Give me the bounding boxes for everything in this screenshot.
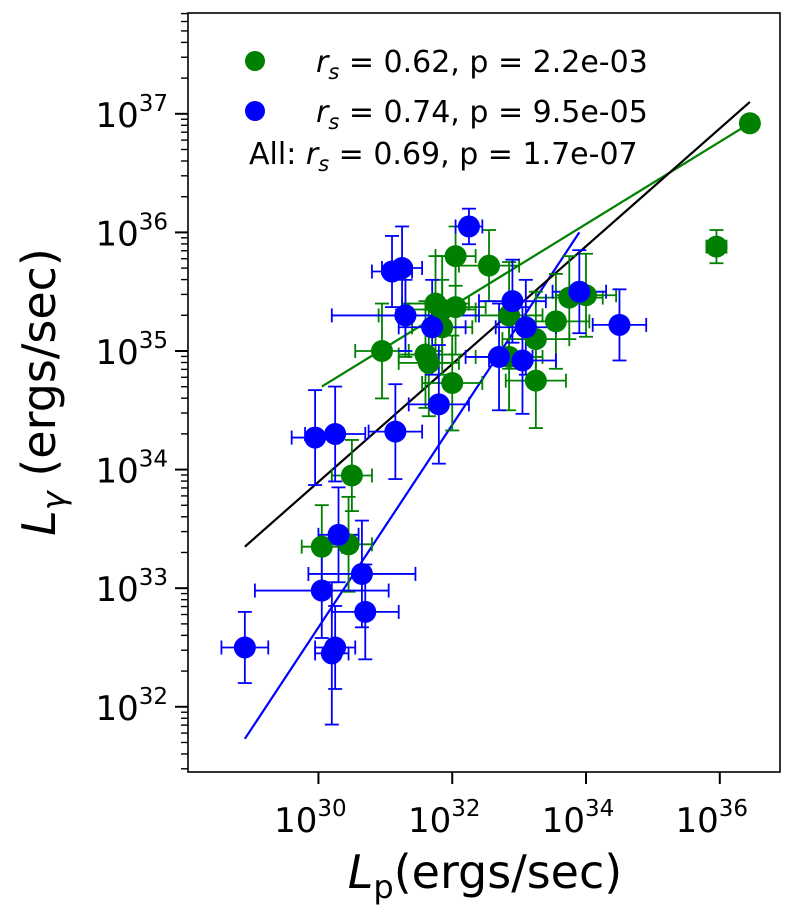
y-tick-label: 1034 — [95, 447, 168, 492]
plot-frame — [187, 12, 781, 773]
legend-label-blue: rs = 0.74, p = 9.5e-05 — [316, 95, 648, 134]
point-green-11 — [544, 310, 567, 333]
x-tick-label: 1034 — [542, 796, 615, 841]
fit-line-all — [244, 101, 751, 548]
point-blue-2 — [391, 256, 414, 279]
point-green-18 — [441, 372, 464, 395]
point-green-0 — [738, 112, 761, 135]
point-green-1 — [705, 235, 728, 258]
point-blue-8 — [488, 345, 511, 368]
point-blue-3 — [394, 304, 417, 327]
point-blue-19 — [233, 636, 256, 659]
point-blue-4 — [421, 316, 444, 339]
point-blue-21 — [324, 636, 347, 659]
point-green-3 — [478, 254, 501, 277]
point-blue-17 — [310, 579, 333, 602]
data-points — [233, 112, 761, 665]
fit-lines — [243, 101, 751, 740]
y-tick-label: 1036 — [95, 209, 168, 254]
x-axis-ticks: 1030 1032 1034 1036 — [274, 772, 748, 841]
x-tick-label: 1030 — [274, 796, 347, 841]
point-blue-16 — [350, 562, 373, 585]
x-tick-label: 1036 — [676, 796, 749, 841]
point-blue-18 — [354, 600, 377, 623]
legend-entry-all: All: rs = 0.69, p = 1.7e-07 — [249, 137, 638, 176]
point-blue-9 — [568, 280, 591, 303]
y-tick-label: 1035 — [95, 328, 168, 373]
legend: rs = 0.62, p = 2.2e-03 rs = 0.74, p = 9.5… — [245, 45, 648, 176]
point-green-6 — [444, 296, 467, 319]
point-green-20 — [340, 464, 363, 487]
legend-marker-blue — [245, 101, 265, 121]
point-green-19 — [524, 369, 547, 392]
legend-label-all: All: rs = 0.69, p = 1.7e-07 — [249, 137, 638, 176]
point-green-15 — [417, 351, 440, 374]
legend-entry-green: rs = 0.62, p = 2.2e-03 — [245, 45, 648, 84]
y-tick-label: 1032 — [95, 684, 168, 729]
y-minor-ticks — [181, 12, 188, 770]
point-green-2 — [444, 245, 467, 268]
legend-marker-green — [245, 51, 265, 71]
x-tick-label: 1032 — [408, 796, 481, 841]
y-tick-label: 1037 — [95, 91, 168, 136]
point-blue-11 — [427, 393, 450, 416]
point-blue-0 — [457, 215, 480, 238]
point-blue-10 — [608, 313, 631, 336]
fit-line-green — [321, 122, 751, 388]
point-blue-13 — [324, 423, 347, 446]
y-axis-title: Lγ (ergs/sec) — [12, 248, 73, 536]
point-green-13 — [370, 339, 393, 362]
legend-label-green: rs = 0.62, p = 2.2e-03 — [316, 45, 648, 84]
y-axis-ticks: 1032 1033 1034 1035 1036 1037 — [95, 91, 188, 729]
x-axis-title: Lp(ergs/sec) — [348, 845, 622, 906]
point-blue-15 — [327, 523, 350, 546]
point-blue-5 — [501, 290, 524, 313]
point-blue-12 — [304, 426, 327, 449]
point-blue-6 — [514, 316, 537, 339]
point-green-21 — [310, 535, 333, 558]
point-blue-7 — [511, 349, 534, 372]
y-tick-label: 1033 — [95, 565, 168, 610]
point-blue-14 — [384, 420, 407, 443]
error-bars — [220, 115, 759, 726]
legend-entry-blue: rs = 0.74, p = 9.5e-05 — [245, 95, 648, 134]
